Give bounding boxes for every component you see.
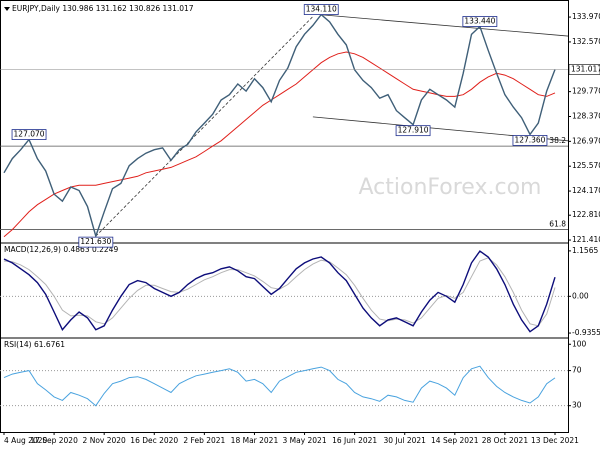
x-tick-label: 16 Dec 2020 xyxy=(130,436,178,445)
last-price-label: 131.017 xyxy=(571,64,600,73)
annotation-box xyxy=(303,4,339,15)
x-tick-label: 30 Jul 2021 xyxy=(384,436,427,445)
watermark: ActionForex.com xyxy=(359,175,542,200)
y-tick-label: 30 xyxy=(572,401,582,410)
last-price-box xyxy=(568,64,600,75)
macd-title: MACD(12,26,9) 0.4863 0.2249 xyxy=(4,245,118,254)
y-tick-label: 1.1565 xyxy=(572,246,598,255)
y-tick-label: 133.970 xyxy=(572,12,600,21)
annotation-box xyxy=(11,129,47,140)
y-tick-label: 70 xyxy=(572,366,582,375)
y-tick-label: 126.970 xyxy=(572,136,600,145)
annotation-label: 127.910 xyxy=(398,126,429,135)
y-tick-label: 128.370 xyxy=(572,111,600,120)
x-tick-label: 16 Jun 2021 xyxy=(332,436,377,445)
rsi-title: RSI(14) 61.6761 xyxy=(4,340,65,349)
y-tick-label: 124.170 xyxy=(572,186,600,195)
series-line xyxy=(3,13,556,239)
series-line xyxy=(3,250,556,333)
frame xyxy=(0,0,569,433)
series-line xyxy=(3,365,556,407)
x-tick-label: 17 Sep 2020 xyxy=(30,436,78,445)
annotation-box xyxy=(78,236,114,248)
y-tick-label: 100 xyxy=(572,339,587,348)
y-tick-label: 129.770 xyxy=(572,87,600,96)
fibo-label: 38.2 xyxy=(549,136,566,145)
x-tick-label: 13 Dec 2021 xyxy=(531,436,579,445)
trendline xyxy=(321,14,569,37)
annotation-box xyxy=(395,125,431,137)
annotation-box xyxy=(512,135,548,146)
annotation-label: 134.110 xyxy=(306,5,337,14)
x-tick-label: 18 Mar 2021 xyxy=(231,436,279,445)
series-line xyxy=(3,257,556,327)
series-line xyxy=(3,51,556,238)
y-tick-label: 122.810 xyxy=(572,210,600,219)
price-title: EURJPY,Daily 130.986 131.162 130.826 131… xyxy=(12,4,194,13)
annotation-label: 127.070 xyxy=(14,130,45,139)
x-tick-label: 3 May 2021 xyxy=(282,436,326,445)
trendline xyxy=(95,16,314,237)
y-tick-label: 125.570 xyxy=(572,161,600,170)
x-tick-label: 2 Nov 2020 xyxy=(83,436,126,445)
annotation-label: 127.360 xyxy=(514,135,545,144)
menu-icon xyxy=(4,7,10,11)
y-tick-label: 132.570 xyxy=(572,37,600,46)
x-tick-label: 4 Aug 2020 xyxy=(4,436,47,445)
annotation-label: 121.630 xyxy=(80,237,111,246)
x-tick-label: 28 Oct 2021 xyxy=(482,436,529,445)
fibo-label: 61.8 xyxy=(549,220,566,229)
annotation-label: 133.440 xyxy=(464,16,495,25)
x-tick-label: 14 Sep 2021 xyxy=(431,436,479,445)
y-tick-label: 121.410 xyxy=(572,235,600,244)
annotation-box xyxy=(462,16,498,27)
x-tick-label: 2 Feb 2021 xyxy=(183,436,225,445)
y-tick-label: -0.9355 xyxy=(572,328,600,337)
y-tick-label: 0.00 xyxy=(572,291,589,300)
